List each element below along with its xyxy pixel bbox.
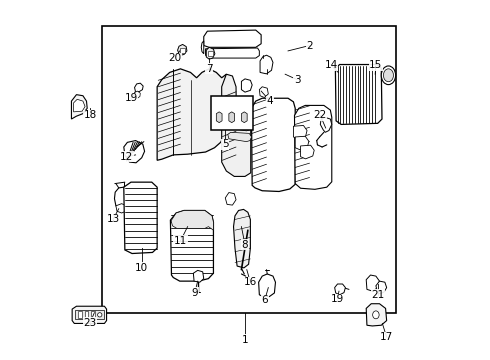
Text: 7: 7 (206, 64, 213, 74)
Polygon shape (228, 132, 251, 141)
Polygon shape (124, 182, 157, 253)
Polygon shape (242, 112, 247, 123)
Text: 11: 11 (174, 236, 187, 246)
Text: 23: 23 (83, 318, 97, 328)
Polygon shape (72, 306, 107, 323)
Ellipse shape (373, 311, 379, 319)
Text: 22: 22 (314, 111, 327, 121)
Bar (211, 96, 252, 130)
Polygon shape (242, 79, 252, 92)
Polygon shape (177, 44, 187, 55)
Bar (74, 310, 104, 319)
Polygon shape (376, 281, 387, 294)
Text: 6: 6 (261, 295, 268, 305)
Bar (208, 50, 213, 55)
Polygon shape (294, 126, 307, 139)
Polygon shape (259, 274, 275, 297)
Bar (85, 311, 88, 318)
Polygon shape (172, 211, 214, 230)
Text: 9: 9 (192, 288, 198, 298)
Polygon shape (294, 105, 332, 189)
Bar (91, 311, 95, 318)
Polygon shape (228, 111, 251, 120)
Polygon shape (74, 99, 85, 112)
Polygon shape (260, 55, 273, 74)
Polygon shape (225, 193, 236, 205)
Text: 16: 16 (244, 277, 257, 287)
Text: 17: 17 (380, 332, 393, 342)
Polygon shape (206, 47, 215, 59)
Text: 19: 19 (331, 294, 344, 304)
Polygon shape (115, 187, 128, 209)
Polygon shape (116, 204, 126, 213)
Polygon shape (72, 95, 87, 119)
Text: 10: 10 (135, 263, 148, 273)
Text: 13: 13 (106, 215, 120, 224)
Polygon shape (216, 112, 222, 123)
Text: 20: 20 (169, 53, 182, 63)
Text: 1: 1 (242, 334, 248, 345)
Polygon shape (124, 140, 145, 163)
Polygon shape (234, 210, 250, 268)
Polygon shape (171, 211, 214, 281)
Polygon shape (335, 64, 382, 125)
Text: 18: 18 (83, 111, 97, 121)
Text: 4: 4 (267, 96, 273, 106)
Text: 21: 21 (371, 290, 384, 300)
Text: 12: 12 (120, 152, 133, 162)
Text: 2: 2 (306, 41, 313, 50)
Polygon shape (201, 41, 204, 54)
Ellipse shape (383, 69, 393, 82)
Bar (101, 26, 395, 313)
Polygon shape (251, 98, 295, 192)
Polygon shape (366, 304, 387, 326)
Polygon shape (221, 74, 251, 176)
Polygon shape (228, 122, 251, 131)
Polygon shape (366, 275, 379, 291)
Polygon shape (157, 69, 226, 160)
Text: 19: 19 (124, 93, 138, 103)
Ellipse shape (381, 66, 395, 85)
Text: 8: 8 (242, 239, 248, 249)
Bar (180, 48, 185, 53)
Text: 15: 15 (369, 60, 383, 70)
Text: 3: 3 (294, 75, 300, 85)
Polygon shape (204, 30, 261, 47)
Polygon shape (229, 112, 235, 123)
Polygon shape (194, 270, 204, 282)
Text: 5: 5 (222, 139, 229, 149)
Polygon shape (335, 284, 345, 295)
Ellipse shape (98, 313, 102, 317)
Polygon shape (300, 145, 314, 159)
Polygon shape (259, 87, 269, 98)
Polygon shape (320, 117, 332, 132)
Polygon shape (134, 91, 140, 98)
Polygon shape (295, 136, 309, 150)
Bar (78, 311, 82, 318)
Polygon shape (205, 48, 259, 58)
Polygon shape (135, 83, 143, 92)
Text: 14: 14 (324, 60, 338, 70)
